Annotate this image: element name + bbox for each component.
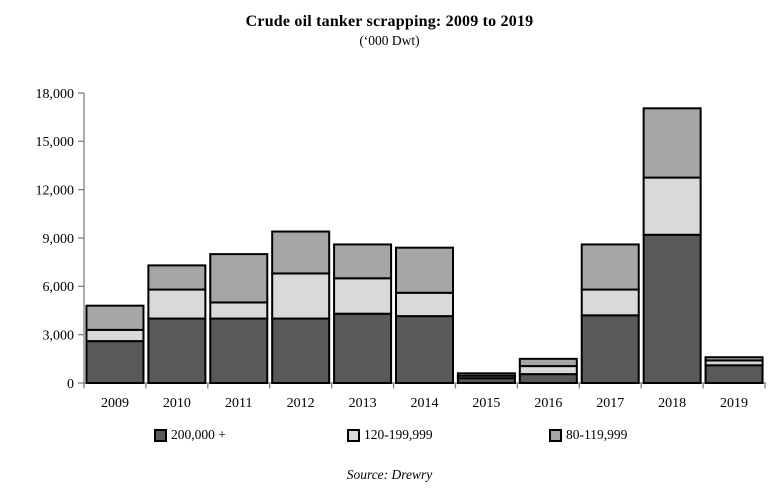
x-category-label: 2009	[101, 396, 129, 411]
y-tick-label: 12,000	[36, 183, 75, 198]
source-note: Source: Drewry	[346, 467, 433, 482]
bar-segment	[209, 301, 269, 320]
x-category-label: 2017	[596, 396, 624, 411]
x-category-label: 2018	[658, 396, 686, 411]
bar-segment	[456, 372, 516, 377]
chart-subtitle: (‘000 Dwt)	[359, 33, 420, 48]
bar-segment	[580, 288, 640, 317]
y-tick-label: 18,000	[36, 87, 75, 102]
bar-segment	[518, 357, 578, 368]
bar-segment	[333, 277, 393, 315]
legend-swatch-200000-plus	[154, 428, 167, 442]
bar-segment	[395, 246, 454, 294]
y-tick-label: 3,000	[43, 328, 75, 343]
bar-segment	[147, 264, 207, 291]
bar-segment	[333, 312, 393, 385]
legend-item-200000-plus: 200,000 +	[154, 427, 226, 443]
bar-segment	[518, 365, 578, 376]
legend-swatch-80-119999	[549, 428, 562, 442]
legend-swatch-120-199999	[347, 428, 360, 442]
bar-segment	[271, 230, 331, 275]
bar-segment	[704, 364, 764, 384]
bar-segment	[642, 107, 702, 179]
y-tick-label: 15,000	[36, 135, 75, 150]
bar-segment	[642, 176, 702, 236]
y-tick-label: 0	[67, 377, 74, 392]
x-category-label: 2014	[411, 396, 439, 411]
x-category-label: 2012	[287, 396, 315, 411]
y-tick-label: 9,000	[43, 232, 75, 247]
bar-segment	[333, 243, 393, 280]
legend-label-120-199999: 120-199,999	[364, 427, 433, 442]
bar-segment	[580, 314, 640, 385]
x-category-label: 2016	[534, 396, 562, 411]
legend-item-80-119999: 80-119,999	[549, 427, 627, 443]
bar-segment	[271, 272, 331, 320]
x-category-label: 2013	[349, 396, 377, 411]
legend-item-120-199999: 120-199,999	[347, 427, 433, 443]
x-category-label: 2015	[472, 396, 500, 411]
bar-segment	[85, 304, 145, 331]
y-tick-label: 6,000	[43, 280, 75, 295]
x-category-label: 2011	[225, 396, 252, 411]
legend-label-80-119999: 80-119,999	[566, 427, 628, 442]
bar-segment	[395, 315, 454, 384]
bar-segment	[209, 253, 269, 304]
bar-segment	[147, 288, 207, 320]
legend: 200,000 + 120-199,999 80-119,999	[0, 427, 779, 447]
bar-segment	[147, 317, 207, 384]
bar-segment	[395, 291, 454, 318]
bar-segment	[642, 233, 702, 384]
chart-title: Crude oil tanker scrapping: 2009 to 2019	[245, 13, 534, 30]
bar-segment	[704, 356, 764, 362]
x-category-label: 2010	[163, 396, 191, 411]
bar-segment	[580, 243, 640, 291]
bar-segment	[85, 328, 145, 343]
x-category-label: 2019	[720, 396, 748, 411]
bar-segment	[518, 373, 578, 384]
bar-segment	[85, 340, 145, 385]
bar-segment	[271, 317, 331, 384]
legend-label-200000-plus: 200,000 +	[171, 427, 226, 442]
bar-segment	[209, 317, 269, 384]
